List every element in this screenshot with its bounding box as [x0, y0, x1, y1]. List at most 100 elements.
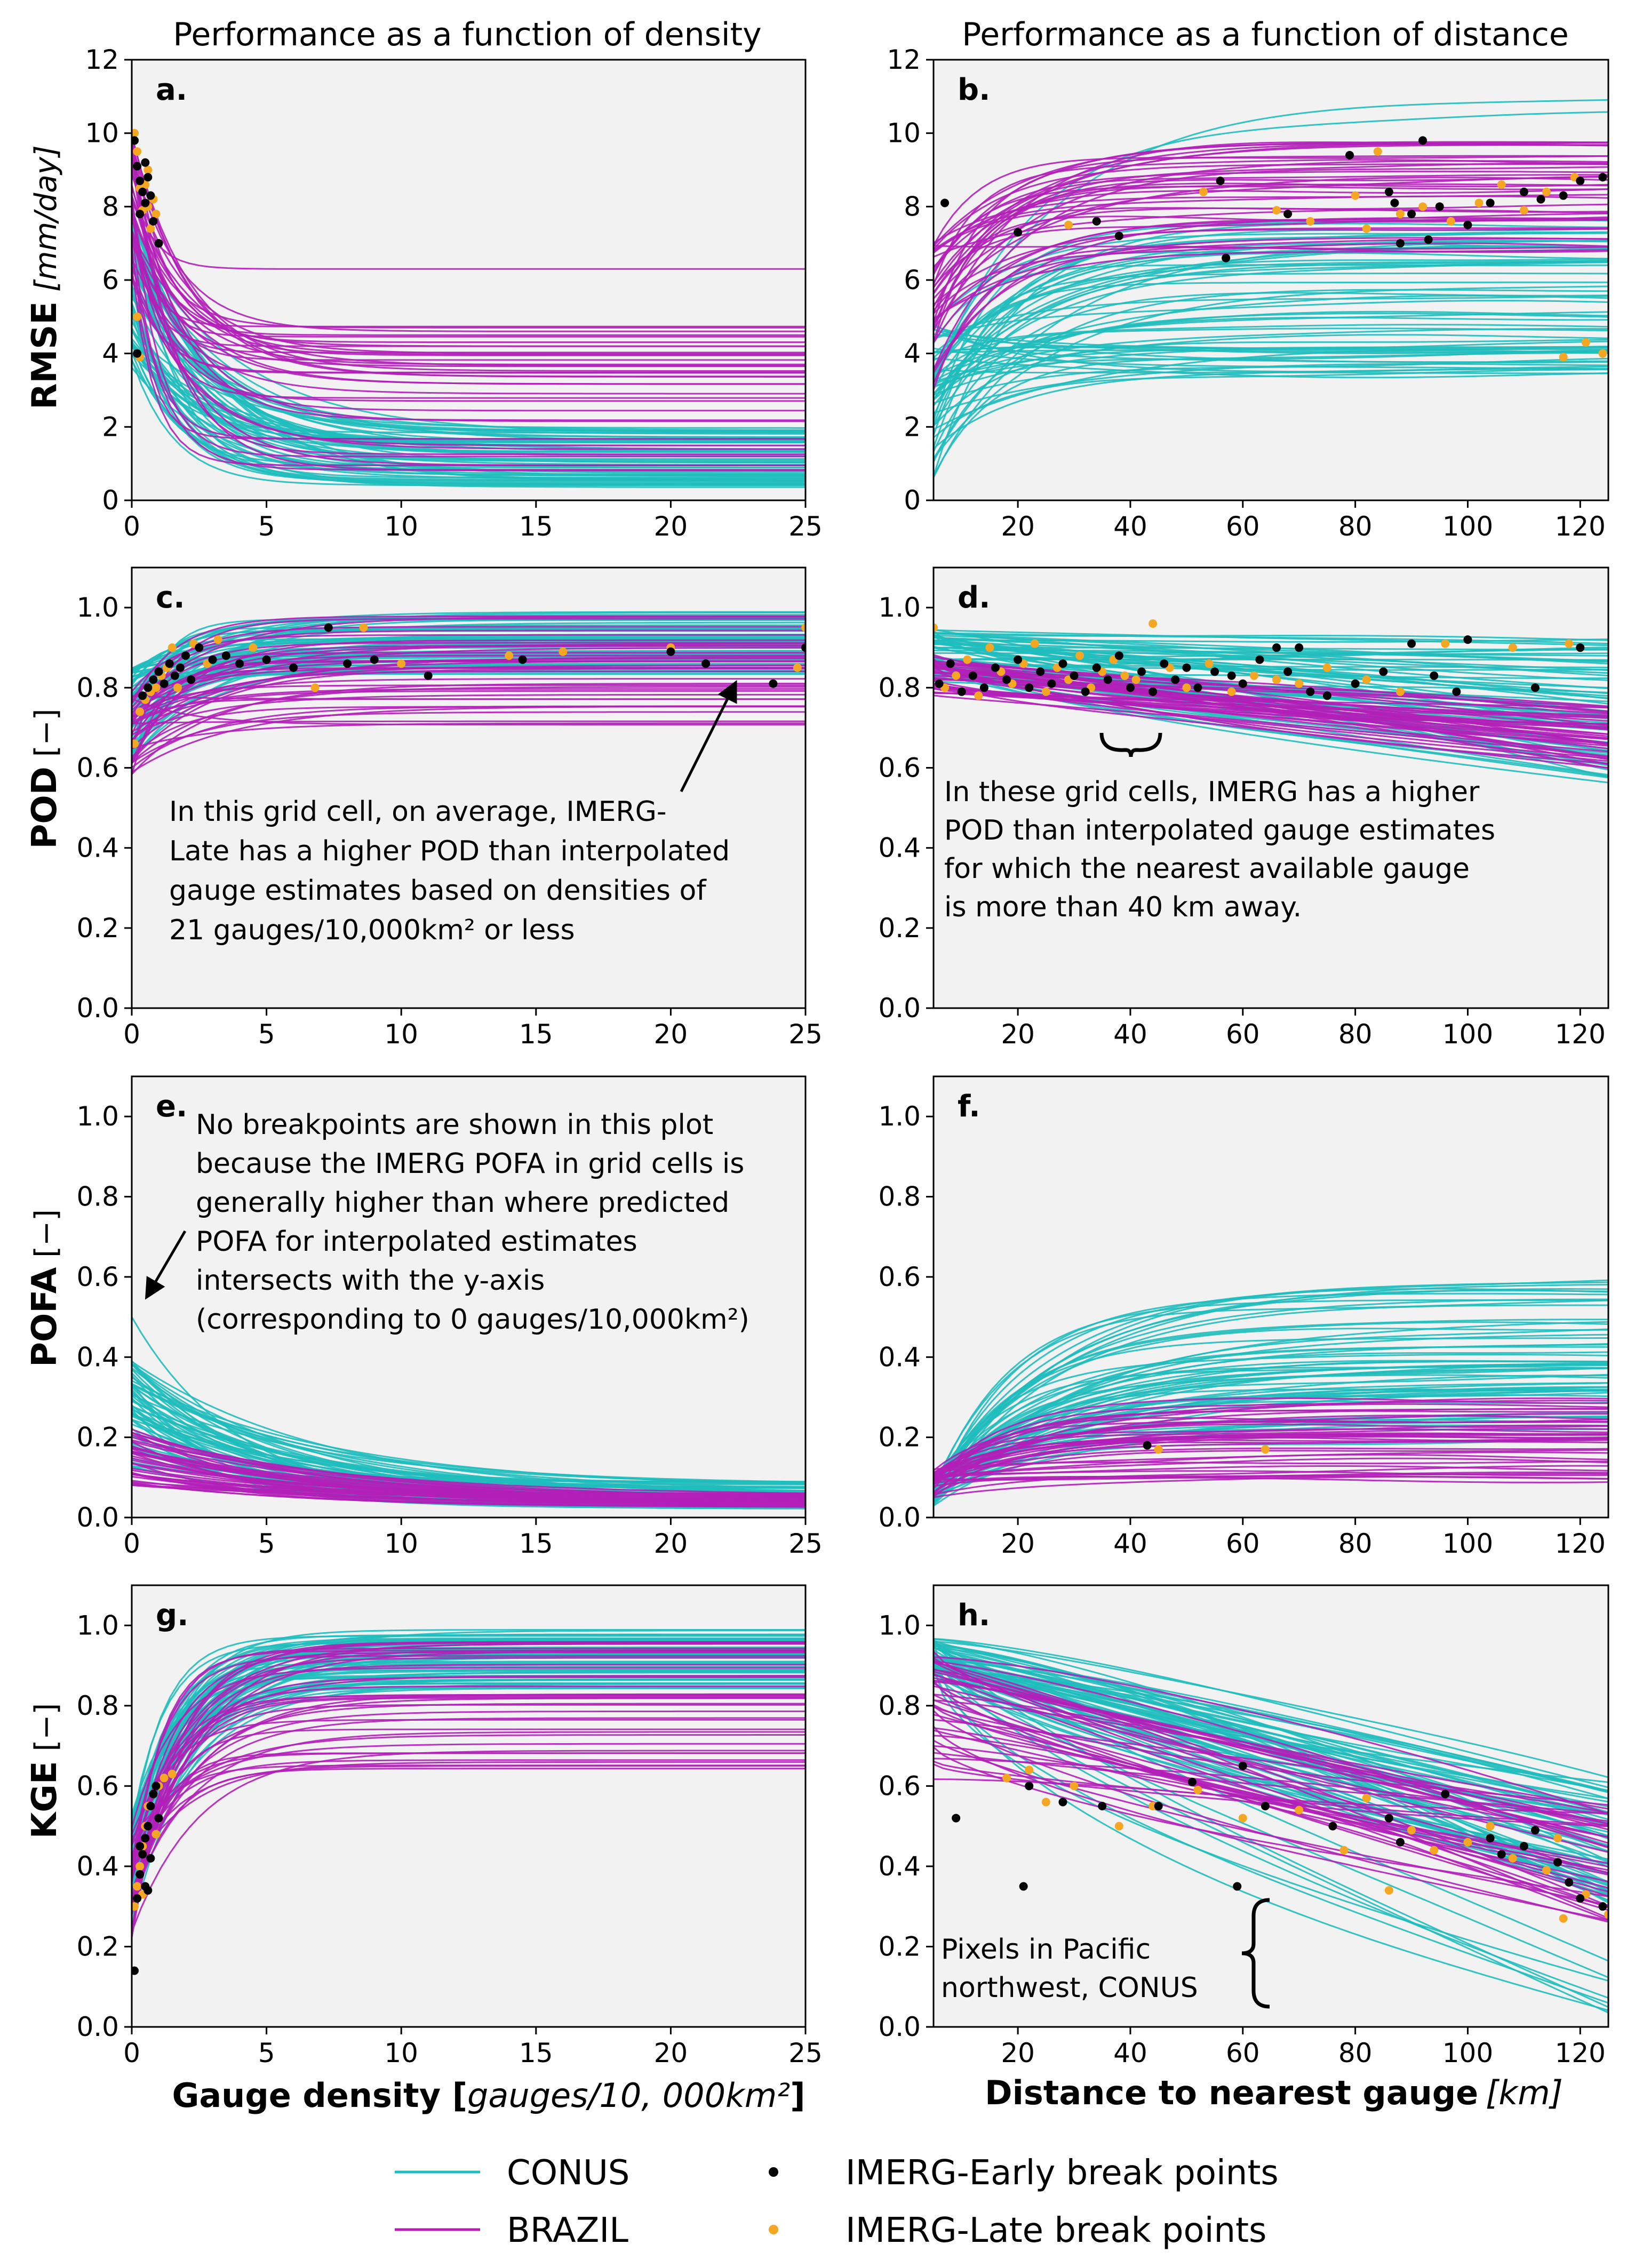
- ytick-label: 0.8: [76, 1690, 119, 1721]
- series-line-brazil: [934, 1682, 1608, 1911]
- early-breakpoint: [701, 659, 711, 668]
- series-line-brazil: [132, 1657, 805, 1938]
- panel-f: 0.0 0.2 0.4 0.6 0.8 1.0 20 40 60 80 100 120 f.: [878, 1075, 1609, 1559]
- ytick-label: 0.0: [878, 1502, 921, 1533]
- early-breakpoint: [135, 1870, 145, 1879]
- ytick-label: 0.2: [878, 1931, 921, 1962]
- series-line-conus: [934, 368, 1608, 449]
- early-breakpoint: [1576, 643, 1585, 652]
- annotation-e-line: generally higher than where predicted: [196, 1187, 729, 1219]
- series-line-brazil: [934, 155, 1608, 322]
- panel-label: h.: [958, 1598, 990, 1633]
- early-breakpoint: [132, 136, 139, 145]
- late-breakpoint: [1322, 663, 1331, 672]
- series-line-brazil: [132, 266, 805, 446]
- early-breakpoint: [1261, 1802, 1270, 1810]
- series-line-conus: [132, 360, 805, 488]
- early-breakpoint: [195, 643, 204, 652]
- row-label-pofa-name: POFA: [25, 1267, 65, 1367]
- legend: CONUS BRAZIL IMERG-Early break points IM…: [395, 2153, 1279, 2250]
- series-line-brazil: [132, 194, 805, 458]
- late-breakpoint: [1559, 353, 1568, 362]
- series-line-brazil: [132, 217, 805, 466]
- series-line-brazil: [132, 1655, 805, 1863]
- series-line-brazil: [934, 1752, 1608, 1815]
- xtick-label: 0: [123, 1019, 140, 1050]
- xtick-label: 20: [1001, 511, 1035, 542]
- early-breakpoint: [1576, 1894, 1585, 1903]
- early-breakpoint: [1565, 1878, 1574, 1887]
- late-breakpoint: [793, 663, 802, 672]
- early-breakpoint: [1160, 659, 1169, 668]
- annotation-c-line: gauge estimates based on densities of: [169, 875, 707, 907]
- series-line-conus: [934, 328, 1608, 363]
- ytick-label: 8: [102, 191, 119, 222]
- late-breakpoint: [1508, 1854, 1517, 1863]
- xtick-label: 15: [519, 1528, 553, 1559]
- early-breakpoint: [143, 683, 153, 692]
- panel-frame: [932, 1584, 1609, 2028]
- ytick-label: 0.2: [76, 1931, 119, 1962]
- row-label-rmse-unit: [mm/day]: [29, 145, 63, 292]
- early-breakpoint: [518, 655, 527, 664]
- early-breakpoint: [343, 659, 352, 668]
- late-breakpoint: [146, 224, 155, 233]
- series-line-conus: [934, 1360, 1608, 1497]
- late-breakpoint: [1362, 675, 1371, 684]
- series-line-brazil: [132, 1641, 805, 1907]
- annotation-d-line: is more than 40 km away.: [944, 891, 1302, 923]
- early-breakpoint: [1126, 683, 1135, 692]
- series-line-brazil: [934, 675, 1608, 708]
- ytick-label: 0.0: [878, 2011, 921, 2042]
- series-line-brazil: [934, 1710, 1608, 1923]
- series-line-brazil: [132, 201, 805, 374]
- annotation-e-line: because the IMERG POFA in grid cells is: [196, 1148, 744, 1180]
- ytick-label: 1.0: [76, 1610, 119, 1641]
- svg-text:KGE[−]: KGE [−]: [25, 1703, 65, 1839]
- series-line-conus: [934, 1673, 1608, 2014]
- series-line-brazil: [132, 215, 805, 328]
- series-line-conus: [934, 1638, 1608, 1788]
- panel-label: f.: [958, 1089, 980, 1124]
- series-line-brazil: [934, 1746, 1608, 1897]
- ytick-label: 0.0: [76, 993, 119, 1024]
- early-breakpoint: [159, 679, 169, 688]
- series-line-conus: [934, 1328, 1608, 1497]
- late-breakpoint: [1193, 1785, 1202, 1794]
- series-line-brazil: [132, 1431, 805, 1498]
- series-line-conus: [132, 1670, 805, 1824]
- series-line-conus: [934, 1645, 1608, 1902]
- series-line-conus: [934, 239, 1608, 459]
- legend-early-label: IMERG-Early break points: [846, 2153, 1279, 2193]
- early-breakpoint: [1070, 671, 1079, 680]
- series-lines: [934, 1279, 1608, 1507]
- series-line-brazil: [132, 1685, 805, 1915]
- series-line-conus: [934, 1670, 1608, 2004]
- series-line-brazil: [132, 618, 805, 748]
- xtick-label: 60: [1226, 2038, 1260, 2069]
- early-breakpoint: [1395, 239, 1405, 248]
- panel-d: 0.0 0.2 0.4 0.6 0.8 1.0 20 40 60 80 100 120 d. In the…: [878, 566, 1609, 1050]
- series-line-brazil: [934, 215, 1608, 314]
- series-line-brazil: [132, 195, 805, 329]
- late-breakpoint: [151, 1830, 161, 1839]
- ytick-label: 0.4: [878, 1851, 921, 1882]
- series-line-conus: [132, 1640, 805, 1894]
- late-breakpoint: [143, 165, 153, 174]
- panel-frame: [932, 566, 1609, 1009]
- series-line-brazil: [132, 231, 805, 402]
- series-line-brazil: [934, 1661, 1608, 1908]
- late-breakpoint: [1497, 180, 1506, 189]
- series-line-brazil: [132, 722, 805, 749]
- early-breakpoint: [221, 651, 230, 660]
- series-line-brazil: [132, 1719, 805, 1862]
- xtick-label: 5: [258, 511, 275, 542]
- xaxis-label-distance-main: Distance to nearest gauge: [985, 2073, 1478, 2112]
- series-line-brazil: [934, 1438, 1608, 1495]
- xaxis-label-density-unit: gauges/10, 000km²: [467, 2076, 790, 2115]
- early-breakpoint: [1395, 1838, 1405, 1847]
- early-breakpoint: [146, 1802, 155, 1810]
- series-line-brazil: [132, 1743, 805, 1839]
- series-line-brazil: [934, 1457, 1608, 1479]
- series-line-conus: [132, 1418, 805, 1493]
